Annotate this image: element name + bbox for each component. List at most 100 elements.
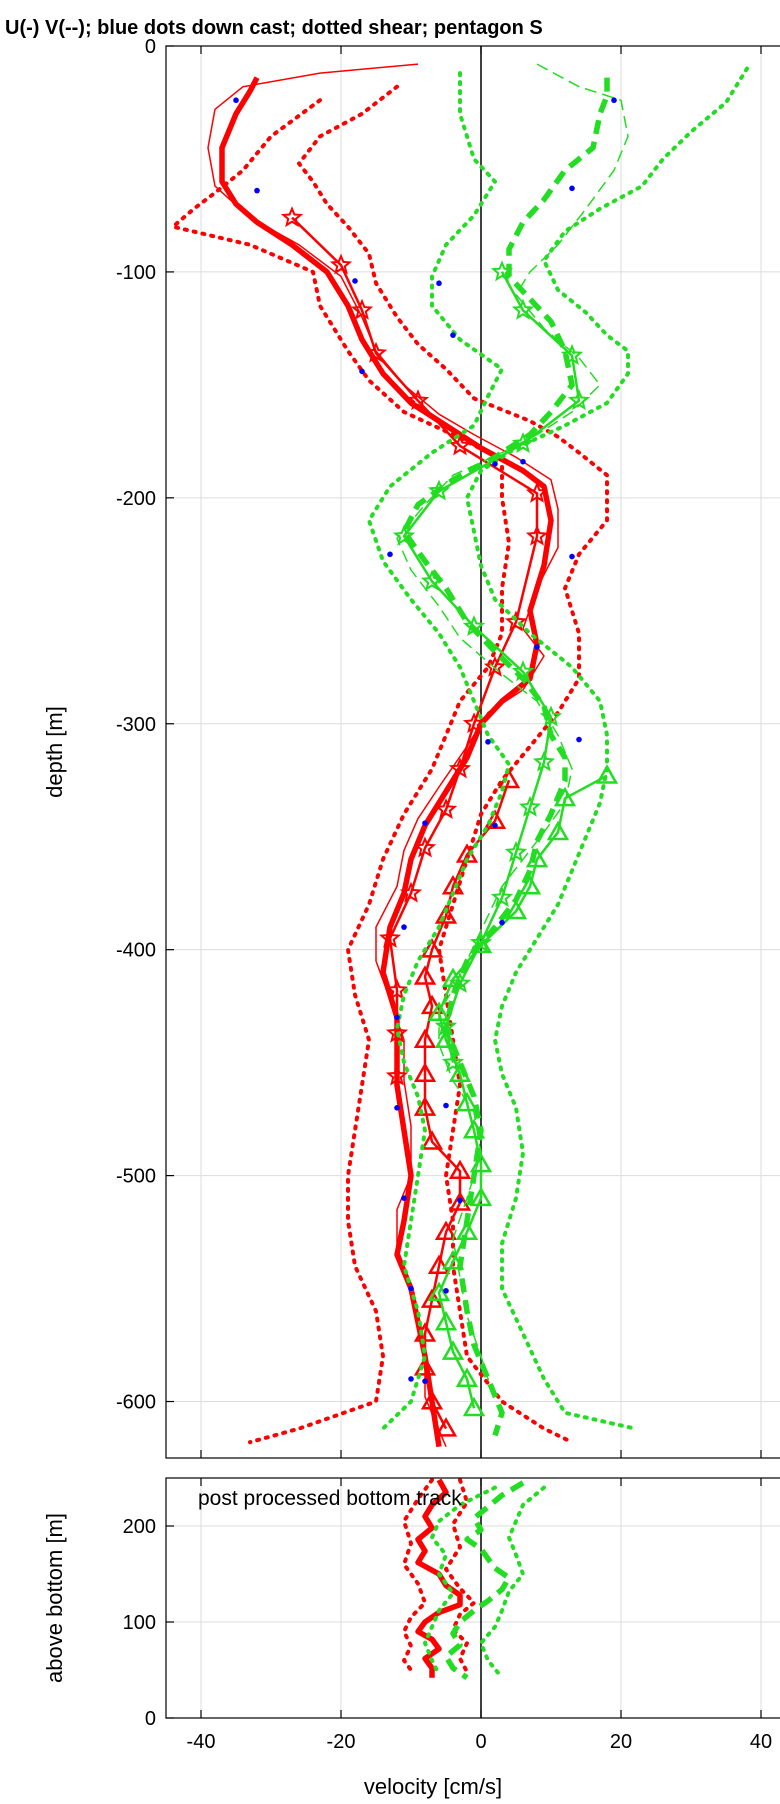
u-dotted-shear-left-line [171, 98, 511, 1445]
depth-ticks: 0 -100 -200 -300 -400 -500 -600 [116, 36, 762, 1458]
downcast-dot [254, 187, 260, 194]
star-marker [427, 479, 451, 501]
triangle-marker [434, 1417, 458, 1437]
star-marker [329, 253, 353, 275]
downcast-dot [520, 458, 526, 465]
x-tick-label: 0 [475, 1731, 486, 1753]
x-tick-label: 40 [750, 1731, 772, 1753]
triangle-marker [504, 899, 528, 920]
v-dotted-shear-left-line [367, 71, 511, 1431]
star-marker [399, 881, 423, 903]
x-tick-label: 20 [610, 1731, 632, 1753]
depth-grid [166, 45, 780, 1458]
downcast-dot [534, 644, 540, 650]
triangle-marker [448, 1191, 472, 1211]
star-marker [483, 655, 507, 677]
triangle-marker [469, 1152, 493, 1173]
v-solid-triangles-line [437, 774, 608, 1409]
triangle-marker [441, 1249, 465, 1270]
downcast-dot [492, 822, 498, 829]
y-tick-label: -500 [116, 1166, 156, 1188]
star-marker [448, 757, 472, 779]
triangle-marker [469, 933, 493, 954]
y-tick-label: 0 [145, 1708, 156, 1730]
y-tick-label: 200 [123, 1516, 156, 1538]
downcast-dot [387, 551, 393, 558]
u-thin-line [207, 63, 559, 1447]
star-marker [350, 298, 374, 320]
triangle-marker [427, 1001, 451, 1021]
star-marker [406, 389, 430, 411]
depth-axis-label: depth [m] [42, 706, 67, 798]
triangle-marker [525, 847, 549, 868]
triangle-marker [448, 1062, 472, 1082]
u-dotted-shear-right-line [444, 1477, 476, 1674]
star-marker [560, 343, 584, 365]
star-marker [420, 569, 444, 591]
u-solid-thick-line [415, 1478, 463, 1678]
star-marker [532, 750, 556, 772]
downcast-dot [443, 1288, 449, 1294]
triangle-marker [413, 1096, 437, 1116]
star-marker [567, 389, 591, 411]
downcast-dot [492, 461, 498, 467]
x-tick-label: -20 [327, 1731, 356, 1753]
star-marker [364, 341, 388, 363]
star-marker [518, 795, 542, 817]
triangle-marker [413, 965, 437, 985]
triangle-marker [441, 967, 465, 988]
u-solid-stars-line [291, 216, 539, 1077]
triangle-marker [462, 1118, 486, 1139]
downcast-dot [359, 368, 365, 375]
star-marker [280, 206, 304, 228]
y-tick-label: -100 [116, 262, 156, 284]
star-marker [385, 1064, 409, 1086]
triangle-marker [420, 1389, 444, 1410]
star-marker [511, 660, 535, 682]
downcast-dot [401, 924, 407, 930]
triangle-marker [434, 904, 458, 924]
bottom-grid [166, 1478, 780, 1719]
depth-profile-panel: 0 -100 -200 -300 -400 -500 -600 U(-) V(--); bl… [5, 17, 780, 1459]
triangle-marker [455, 1091, 479, 1112]
triangle-marker [420, 1130, 444, 1150]
u-dotted-shear-right-line [297, 84, 609, 1445]
downcast-dot [233, 97, 239, 104]
y-tick-label: -600 [116, 1392, 156, 1414]
triangle-marker [497, 768, 521, 789]
downcast-dot [352, 278, 358, 284]
star-marker [525, 481, 549, 503]
u-solid-triangles-line [423, 779, 511, 1430]
star-marker [504, 610, 528, 632]
downcast-dot [401, 1195, 407, 1201]
chart-title: U(-) V(--); blue dots down cast; dotted … [5, 17, 543, 39]
triangle-marker [413, 1062, 437, 1082]
star-marker [462, 712, 486, 734]
downcast-dot [569, 553, 575, 560]
triangle-marker [595, 764, 619, 784]
triangle-marker [469, 1186, 493, 1207]
velocity-axis-label: velocity [cm/s] [364, 1774, 502, 1799]
star-marker [448, 434, 472, 456]
triangle-marker [553, 786, 577, 807]
downcast-dot [569, 185, 575, 192]
downcast-dot [408, 1285, 414, 1292]
y-tick-label: 0 [145, 36, 156, 58]
downcast-dot [422, 820, 428, 826]
star-marker [378, 926, 402, 948]
x-tick-label: -40 [187, 1731, 216, 1753]
triangle-marker [434, 1220, 458, 1241]
triangle-marker [441, 1340, 465, 1360]
v-solid-stars-line [402, 271, 581, 1063]
v-dotted-shear-right-line [479, 1485, 546, 1680]
triangle-marker [420, 994, 444, 1015]
bottom-track-panel: 0 100 200 -40 -20 0 20 40 post processed bottom… [42, 1477, 780, 1799]
v-dashed-thick-line [443, 1480, 525, 1680]
downcast-dot [485, 739, 491, 745]
downcast-dot [422, 1378, 428, 1384]
y-tick-label: -300 [116, 714, 156, 736]
depth-axes-frame [165, 45, 780, 1459]
star-marker [539, 705, 563, 727]
triangle-marker [455, 1220, 479, 1241]
